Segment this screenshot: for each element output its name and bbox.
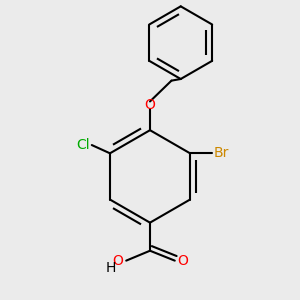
Text: O: O (177, 254, 188, 268)
Text: O: O (113, 254, 124, 268)
Text: H: H (106, 261, 116, 275)
Text: Cl: Cl (76, 138, 90, 152)
Text: Br: Br (213, 146, 229, 160)
Text: O: O (145, 98, 155, 112)
